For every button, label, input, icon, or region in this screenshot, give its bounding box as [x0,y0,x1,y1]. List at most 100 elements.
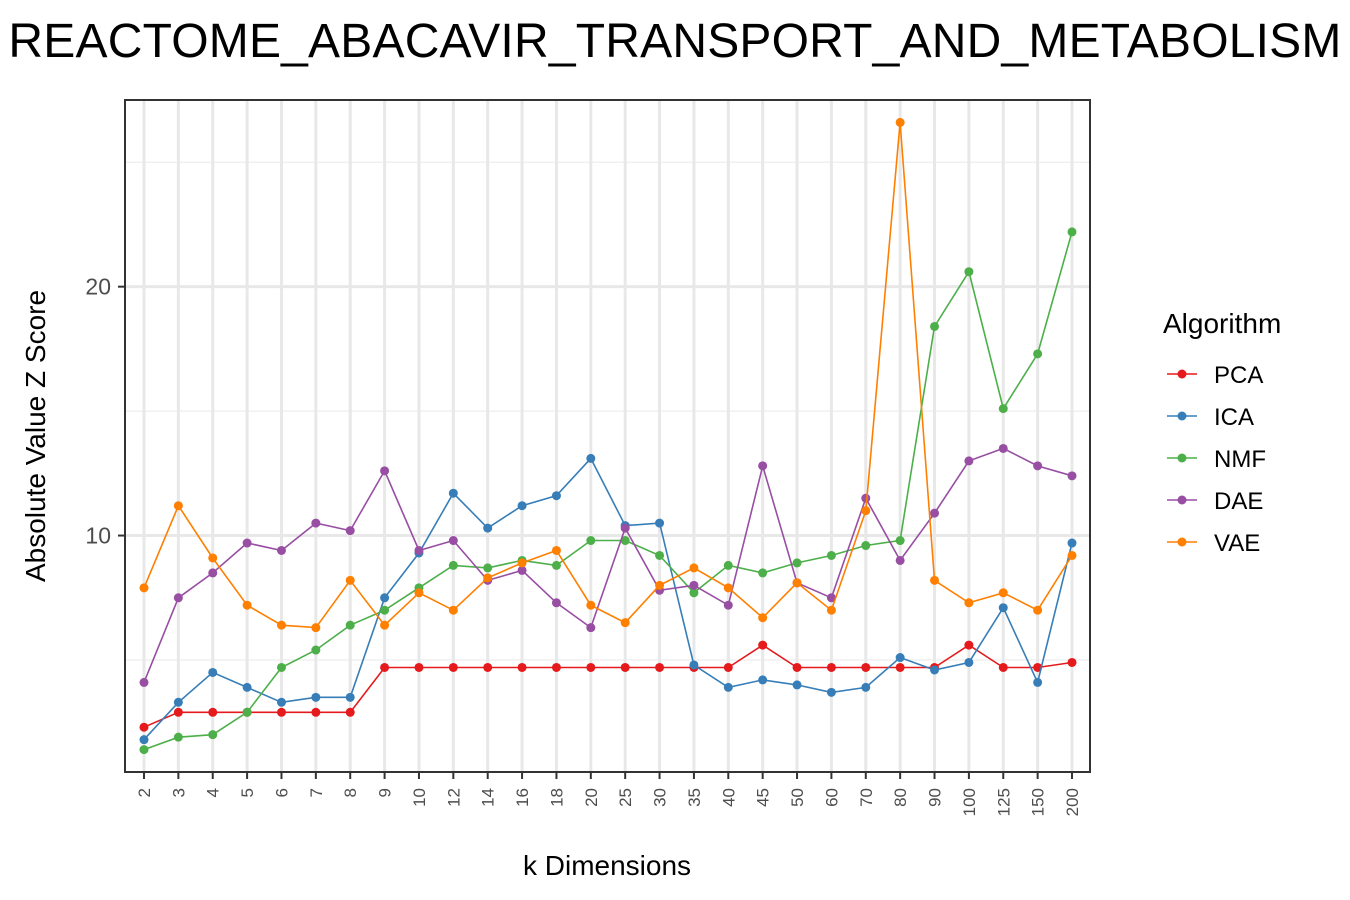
series-vae [139,117,1077,633]
data-point [276,697,286,707]
data-point [311,692,321,702]
data-point [139,735,149,745]
legend-label: VAE [1214,530,1260,557]
data-point [345,692,355,702]
x-tick-label: 100 [960,788,979,816]
legend-key-point [1177,411,1187,421]
data-point [311,645,321,655]
x-tick-label: 4 [204,788,223,797]
data-point [139,583,149,593]
data-point [689,563,699,573]
data-point [242,682,252,692]
data-point [895,117,905,127]
data-point [1067,550,1077,560]
data-point [655,518,665,528]
legend-key-point [1177,369,1187,379]
data-point [414,545,424,555]
data-point [173,593,183,603]
data-point [483,573,493,583]
data-point [620,618,630,628]
x-tick-label: 200 [1063,788,1082,816]
data-point [517,501,527,511]
data-point [861,493,871,503]
data-point [242,538,252,548]
data-point [964,267,974,277]
legend-item-pca: PCA [1167,362,1263,389]
data-point [964,456,974,466]
data-point [380,620,390,630]
y-tick-label: 20 [85,274,111,300]
data-point [483,523,493,533]
data-point [242,600,252,610]
legend-title: Algorithm [1163,308,1281,339]
data-point [1033,605,1043,615]
data-point [551,545,561,555]
data-point [689,588,699,598]
legend-label: PCA [1214,362,1263,389]
legend-key-point [1177,453,1187,463]
data-point [173,501,183,511]
series-line [143,644,1073,728]
data-point [380,593,390,603]
data-point [551,560,561,570]
data-point [276,662,286,672]
data-point [1033,349,1043,359]
legend-label: NMF [1214,446,1266,473]
data-point [517,662,527,672]
x-tick-label: 3 [169,788,188,797]
data-point [998,603,1008,613]
data-point [517,558,527,568]
data-point [895,662,905,672]
legend-item-vae: VAE [1167,530,1260,557]
data-point [208,667,218,677]
data-point [586,623,596,633]
data-point [345,707,355,717]
data-point [964,657,974,667]
x-tick-label: 5 [238,788,257,797]
data-point [345,575,355,585]
data-point [551,491,561,501]
data-point [1033,662,1043,672]
data-point [861,506,871,516]
data-point [139,745,149,755]
series-line [143,231,1073,751]
x-tick-label: 12 [444,788,463,807]
series-layer [139,117,1077,755]
x-tick-label: 80 [891,788,910,807]
data-point [998,404,1008,414]
data-point [792,578,802,588]
legend: Algorithm PCA ICA NMF DAE VAE [1163,308,1281,557]
data-point [276,545,286,555]
data-point [311,518,321,528]
series-nmf [139,227,1077,755]
data-point [586,662,596,672]
data-point [448,560,458,570]
x-tick-label: 9 [376,788,395,797]
x-tick-label: 16 [513,788,532,807]
data-point [586,600,596,610]
series-ica [139,453,1077,745]
data-point [139,722,149,732]
data-point [861,541,871,551]
x-tick-label: 14 [479,788,498,807]
legend-item-ica: ICA [1167,404,1254,431]
series-pca [139,640,1077,732]
data-point [586,453,596,463]
data-point [998,588,1008,598]
data-point [655,550,665,560]
data-point [483,662,493,672]
data-point [173,732,183,742]
x-tick-label: 6 [272,788,291,797]
data-point [930,508,940,518]
data-point [276,620,286,630]
y-tick-label: 10 [85,523,111,549]
data-point [1067,538,1077,548]
data-point [861,682,871,692]
data-point [723,662,733,672]
data-point [792,680,802,690]
data-point [448,662,458,672]
chart-title: REACTOME_ABACAVIR_TRANSPORT_AND_METABOLI… [8,15,1342,68]
data-point [1033,677,1043,687]
y-axis-label: Absolute Value Z Score [20,290,51,582]
legend-key-point [1177,537,1187,547]
